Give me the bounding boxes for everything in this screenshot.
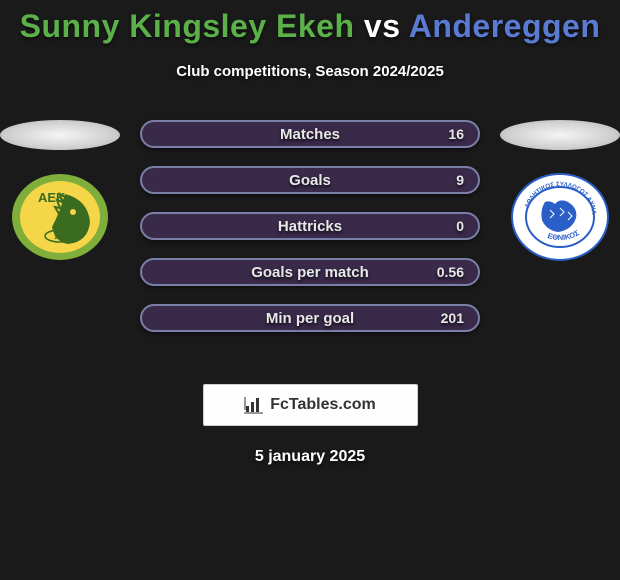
source-text: FcTables.com xyxy=(270,396,376,414)
player2-name: Andereggen xyxy=(409,8,601,44)
player1-avatar-placeholder xyxy=(0,120,120,150)
svg-text:1994: 1994 xyxy=(54,235,68,241)
stat-bar-hattricks: Hattricks 0 xyxy=(140,212,480,240)
page-title: Sunny Kingsley Ekeh vs Andereggen xyxy=(0,0,620,45)
stat-label: Goals per match xyxy=(251,264,369,281)
stat-value: 0 xyxy=(456,218,464,234)
stat-bar-min-per-goal: Min per goal 201 xyxy=(140,304,480,332)
comparison-stage: AEK 1994 ΑΘΛΗΤΙΚΟΣ ΣΥΛΛΟΓΟΣ ΑΧΝΑΣ ΕΘΝΙΚΟ… xyxy=(0,120,620,370)
player1-club-badge: AEK 1994 xyxy=(10,172,110,262)
stat-label: Goals xyxy=(289,172,331,189)
source-badge: FcTables.com xyxy=(203,384,418,426)
player2-column: ΑΘΛΗΤΙΚΟΣ ΣΥΛΛΟΓΟΣ ΑΧΝΑΣ ΕΘΝΙΚΟΣ xyxy=(500,120,620,262)
subtitle: Club competitions, Season 2024/2025 xyxy=(0,63,620,80)
stat-label: Matches xyxy=(280,126,340,143)
player1-column: AEK 1994 xyxy=(0,120,120,262)
stat-value: 16 xyxy=(448,126,464,142)
stat-bar-goals-per-match: Goals per match 0.56 xyxy=(140,258,480,286)
stat-value: 201 xyxy=(441,310,464,326)
stat-value: 0.56 xyxy=(437,264,464,280)
aek-badge-icon: AEK 1994 xyxy=(10,172,110,262)
vs-separator: vs xyxy=(355,8,409,44)
stat-bars: Matches 16 Goals 9 Hattricks 0 Goals per… xyxy=(140,120,480,350)
stat-bar-goals: Goals 9 xyxy=(140,166,480,194)
bar-chart-icon xyxy=(244,396,264,414)
player1-name: Sunny Kingsley Ekeh xyxy=(20,8,355,44)
stat-label: Hattricks xyxy=(278,218,342,235)
stat-value: 9 xyxy=(456,172,464,188)
stat-bar-matches: Matches 16 xyxy=(140,120,480,148)
player2-avatar-placeholder xyxy=(500,120,620,150)
ethnikos-badge-icon: ΑΘΛΗΤΙΚΟΣ ΣΥΛΛΟΓΟΣ ΑΧΝΑΣ ΕΘΝΙΚΟΣ xyxy=(510,172,610,262)
player2-club-badge: ΑΘΛΗΤΙΚΟΣ ΣΥΛΛΟΓΟΣ ΑΧΝΑΣ ΕΘΝΙΚΟΣ xyxy=(510,172,610,262)
stat-label: Min per goal xyxy=(266,310,354,327)
date-text: 5 january 2025 xyxy=(0,448,620,466)
